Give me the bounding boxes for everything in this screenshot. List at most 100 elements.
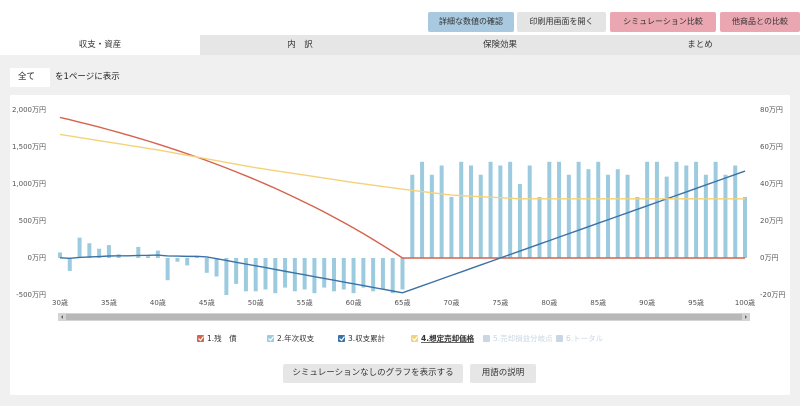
bar xyxy=(292,258,297,292)
x-tick-label: 35歳 xyxy=(101,298,117,307)
bar xyxy=(547,161,552,258)
button[interactable]: 他商品との比較 xyxy=(720,12,800,32)
bar xyxy=(645,161,650,258)
legend-check xyxy=(268,336,274,342)
x-tick-label: 90歳 xyxy=(639,298,655,307)
x-tick-label: 45歳 xyxy=(199,298,215,307)
x-tick-label: 75歳 xyxy=(492,298,508,307)
x-tick-label: 95歳 xyxy=(688,298,704,307)
bar xyxy=(449,196,454,258)
tab[interactable]: まとめ xyxy=(600,35,800,55)
bar xyxy=(459,161,464,258)
bar xyxy=(508,161,513,258)
bar xyxy=(380,258,385,290)
x-tick-label: 65歳 xyxy=(395,298,411,307)
y-tick-label: -500万円 xyxy=(16,291,46,299)
line xyxy=(59,116,745,259)
bar xyxy=(684,165,689,258)
bar xyxy=(703,174,708,258)
bar xyxy=(283,258,288,288)
x-tick-label: 70歳 xyxy=(443,298,459,307)
y-tick-label: 1,000万円 xyxy=(12,180,46,188)
scrollbar-thumb[interactable] xyxy=(66,314,742,320)
bar xyxy=(371,258,376,292)
bar xyxy=(576,161,581,258)
bar xyxy=(733,165,738,258)
button[interactable]: 印刷用画面を開く xyxy=(517,12,606,32)
bar xyxy=(273,258,278,294)
button[interactable]: シミュレーション比較 xyxy=(610,12,716,32)
bar xyxy=(606,174,610,258)
bar xyxy=(263,258,268,290)
bar xyxy=(625,174,630,258)
bar xyxy=(674,161,679,258)
bar xyxy=(341,258,346,290)
bar xyxy=(615,169,620,258)
legend-swatch xyxy=(267,335,274,342)
tab-active[interactable]: 収支・資産 xyxy=(0,35,200,55)
bar xyxy=(97,248,102,258)
button[interactable]: 詳細な数値の確認 xyxy=(428,12,514,32)
legend-label: 3.収支累計 xyxy=(348,333,386,343)
bar xyxy=(332,258,336,292)
x-tick-label: 55歳 xyxy=(297,298,313,307)
button[interactable]: 用語の説明 xyxy=(470,364,536,383)
bar xyxy=(106,245,111,258)
legend-label: 4.想定売却価格 xyxy=(421,333,475,343)
legend-check xyxy=(412,336,418,342)
bar xyxy=(146,256,151,258)
y2-tick-label: 80万円 xyxy=(760,106,783,114)
y-tick-label: 0万円 xyxy=(28,254,46,262)
bar xyxy=(67,258,72,271)
legend-label-disabled: 5.売却損益分岐点 xyxy=(493,333,553,343)
bar xyxy=(664,176,669,258)
bar xyxy=(243,258,248,292)
legend-swatch xyxy=(411,335,418,342)
bar xyxy=(390,258,395,294)
bar xyxy=(312,258,317,294)
bar xyxy=(214,258,219,277)
button[interactable]: シミュレーションなしのグラフを表示する xyxy=(283,364,463,383)
bar xyxy=(527,165,532,258)
y2-tick-label: -20万円 xyxy=(760,291,785,299)
tab[interactable]: 保険効果 xyxy=(400,35,600,55)
bar xyxy=(185,258,190,266)
bar xyxy=(204,258,209,273)
bar xyxy=(253,258,258,292)
bar xyxy=(713,161,718,258)
line xyxy=(59,133,745,200)
legend-swatch xyxy=(338,335,345,342)
bar xyxy=(469,165,473,258)
subtab-active[interactable]: 全て xyxy=(10,68,50,87)
bar xyxy=(439,165,444,258)
bar xyxy=(234,258,239,284)
bar xyxy=(498,165,503,258)
x-tick-label: 50歳 xyxy=(248,298,264,307)
bar xyxy=(351,258,356,294)
bar xyxy=(488,161,493,258)
bar xyxy=(566,174,571,258)
tab[interactable]: 内 訳 xyxy=(200,35,400,55)
legend-label: 2.年次収支 xyxy=(277,333,315,343)
legend-swatch xyxy=(197,335,204,342)
x-tick-label: 80歳 xyxy=(541,298,557,307)
bar xyxy=(224,258,229,295)
bar xyxy=(87,243,92,258)
bar xyxy=(586,169,591,258)
bar xyxy=(537,196,542,258)
bar xyxy=(596,161,601,258)
bar xyxy=(58,252,62,258)
y2-tick-label: 0万円 xyxy=(760,254,778,262)
x-tick-label: 85歳 xyxy=(590,298,606,307)
bar xyxy=(723,174,728,258)
bar xyxy=(322,258,327,288)
bar xyxy=(743,196,747,258)
bar xyxy=(635,196,640,258)
chart-panel xyxy=(10,95,790,395)
y2-tick-label: 40万円 xyxy=(760,180,783,188)
bar xyxy=(302,258,307,290)
bar xyxy=(155,250,160,258)
bar xyxy=(410,174,415,258)
x-tick-label: 40歳 xyxy=(150,298,166,307)
